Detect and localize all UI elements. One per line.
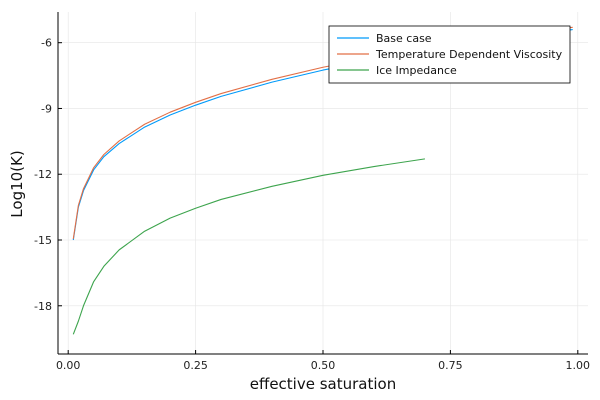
x-tick-label: 1.00 (566, 359, 591, 372)
legend-label: Ice Impedance (376, 64, 457, 77)
legend-box (328, 25, 571, 84)
y-tick-label: -15 (34, 234, 52, 247)
y-tick-label: -6 (41, 37, 52, 50)
x-tick-label: 0.00 (56, 359, 81, 372)
x-tick-label: 0.50 (311, 359, 336, 372)
legend: Base case Temperature Dependent Viscosity… (328, 25, 571, 84)
y-axis-title: Log10(K) (8, 150, 26, 217)
y-tick-label: -9 (41, 102, 52, 115)
legend-label: Temperature Dependent Viscosity (375, 48, 563, 61)
x-axis-title: effective saturation (250, 375, 396, 393)
series-line-3 (72, 158, 426, 335)
x-tick-label: 0.75 (438, 359, 463, 372)
legend-label: Base case (376, 32, 432, 45)
x-tick-label: 0.25 (183, 359, 208, 372)
ticks-layer: 0.00 0.25 0.50 0.75 1.00 -18 -15 -12 -9 -6 (34, 37, 590, 372)
y-tick-label: -18 (34, 300, 52, 313)
y-tick-label: -12 (34, 168, 52, 181)
